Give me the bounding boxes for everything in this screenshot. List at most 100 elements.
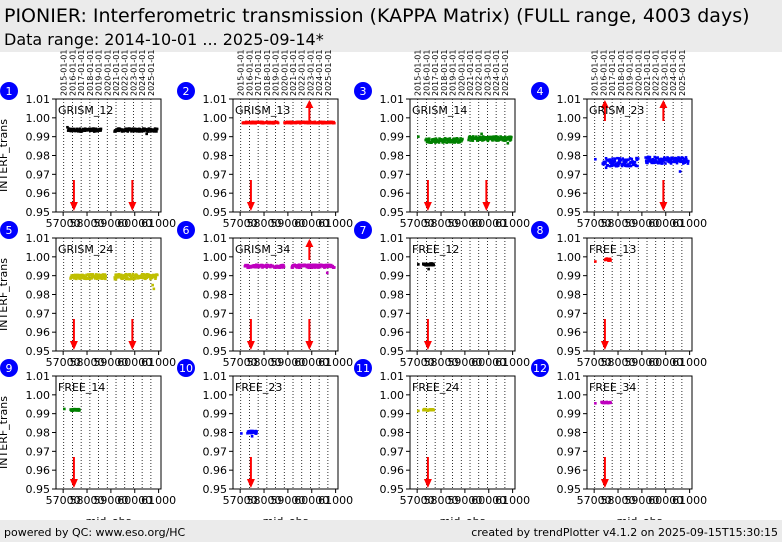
data-point [125, 273, 129, 277]
data-point [333, 266, 336, 269]
data-point [134, 277, 137, 280]
x-tick-label: 57000 [400, 494, 435, 507]
y-tick-label: 0.96 [26, 464, 51, 477]
data-point [78, 277, 82, 280]
data-point [114, 277, 118, 281]
year-label: 2025-01-01 [147, 50, 156, 97]
data-point [627, 158, 630, 161]
data-point [665, 159, 669, 162]
data-point [626, 163, 630, 166]
data-point [478, 138, 482, 142]
data-point [104, 277, 107, 281]
data-point [467, 138, 470, 142]
data-point [677, 157, 681, 161]
panel-number: 1 [6, 85, 13, 98]
data-point [254, 432, 258, 435]
data-point [501, 138, 505, 142]
y-tick-label: 1.00 [203, 112, 228, 125]
data-point [498, 136, 501, 140]
panel-number-badge [354, 359, 372, 377]
data-point [333, 121, 336, 125]
y-tick-label: 0.98 [26, 289, 51, 302]
x-tick-label: 60000 [648, 494, 683, 507]
x-tick-label: 61000 [495, 217, 530, 230]
data-point [305, 265, 309, 269]
data-point [616, 161, 620, 164]
data-point [477, 136, 481, 140]
y-tick-label: 0.99 [380, 408, 405, 421]
y-tick-label: 0.97 [203, 307, 228, 320]
event-arrow-down [423, 479, 432, 488]
year-label: 2021-01-01 [466, 49, 475, 96]
panel-number-badge [0, 221, 18, 239]
data-point [117, 129, 121, 133]
data-point [607, 159, 611, 163]
y-tick-label: 0.97 [380, 307, 405, 320]
data-point [135, 127, 138, 131]
data-point [291, 266, 294, 269]
outlier-point [506, 141, 510, 145]
y-tick-label: 0.99 [26, 270, 51, 283]
y-tick-label: 0.97 [557, 307, 582, 320]
data-point [629, 160, 632, 164]
data-point [88, 277, 92, 281]
x-tick-label: 58000 [70, 217, 105, 230]
data-point [99, 127, 103, 131]
data-point [313, 266, 316, 269]
panel-grism-24: 0.95 0.96 0.97 0.98 0.99 1.00 1.01 570005800059… [0, 221, 176, 369]
data-point [459, 137, 462, 140]
data-point [676, 159, 680, 163]
y-tick-label: 0.95 [26, 345, 51, 358]
data-point [452, 139, 455, 142]
event-arrow-down [305, 341, 314, 350]
data-point [126, 129, 130, 132]
y-tick-label: 0.99 [557, 408, 582, 421]
data-point [432, 263, 436, 267]
data-point [147, 130, 150, 133]
data-point [680, 159, 683, 163]
data-point [324, 265, 327, 269]
year-label: 2015-01-01 [414, 50, 423, 97]
outlier-point [250, 434, 254, 438]
data-point [76, 127, 79, 131]
data-point [624, 164, 627, 168]
data-point [128, 272, 132, 276]
data-point [440, 138, 444, 141]
panel-grism-14: 2015-01-01 2016-01-01 2017-01-01 2018-01-01… [354, 49, 530, 230]
data-point [604, 156, 608, 160]
year-label: 2016-01-01 [422, 50, 431, 97]
y-tick-label: 0.98 [380, 427, 405, 440]
data-point [616, 156, 619, 160]
y-axis-label: INTERF_trans [0, 119, 10, 192]
x-tick-label: 61000 [318, 356, 353, 369]
data-point [85, 273, 88, 277]
x-tick-label: 58000 [247, 494, 282, 507]
x-tick-label: 57000 [46, 356, 81, 369]
panel-number: 12 [533, 362, 547, 375]
data-point [617, 162, 621, 166]
panel-grism-34: 0.95 0.96 0.97 0.98 0.99 1.00 1.01 570005800059… [177, 221, 353, 369]
data-point [611, 157, 614, 160]
panel-number-badge [177, 221, 195, 239]
data-point [622, 163, 625, 167]
y-tick-label: 1.01 [380, 370, 405, 383]
data-point [685, 158, 688, 161]
data-point [117, 273, 121, 276]
data-point [116, 275, 120, 279]
panel-title: GRISM_23 [589, 104, 644, 117]
y-tick-label: 0.97 [203, 168, 228, 181]
data-point [255, 430, 258, 433]
data-point [121, 275, 124, 279]
x-tick-label: 59000 [270, 217, 305, 230]
panel-free-12: 0.95 0.96 0.97 0.98 0.99 1.00 1.01 570005800059… [354, 221, 530, 369]
data-point [634, 164, 638, 168]
data-point [249, 429, 253, 433]
data-point [89, 273, 93, 276]
data-point [669, 162, 673, 165]
y-tick-label: 0.96 [380, 464, 405, 477]
data-point [610, 162, 613, 166]
data-point [647, 157, 651, 160]
y-tick-label: 0.99 [557, 131, 582, 144]
data-point [507, 137, 511, 141]
data-point [145, 128, 149, 131]
